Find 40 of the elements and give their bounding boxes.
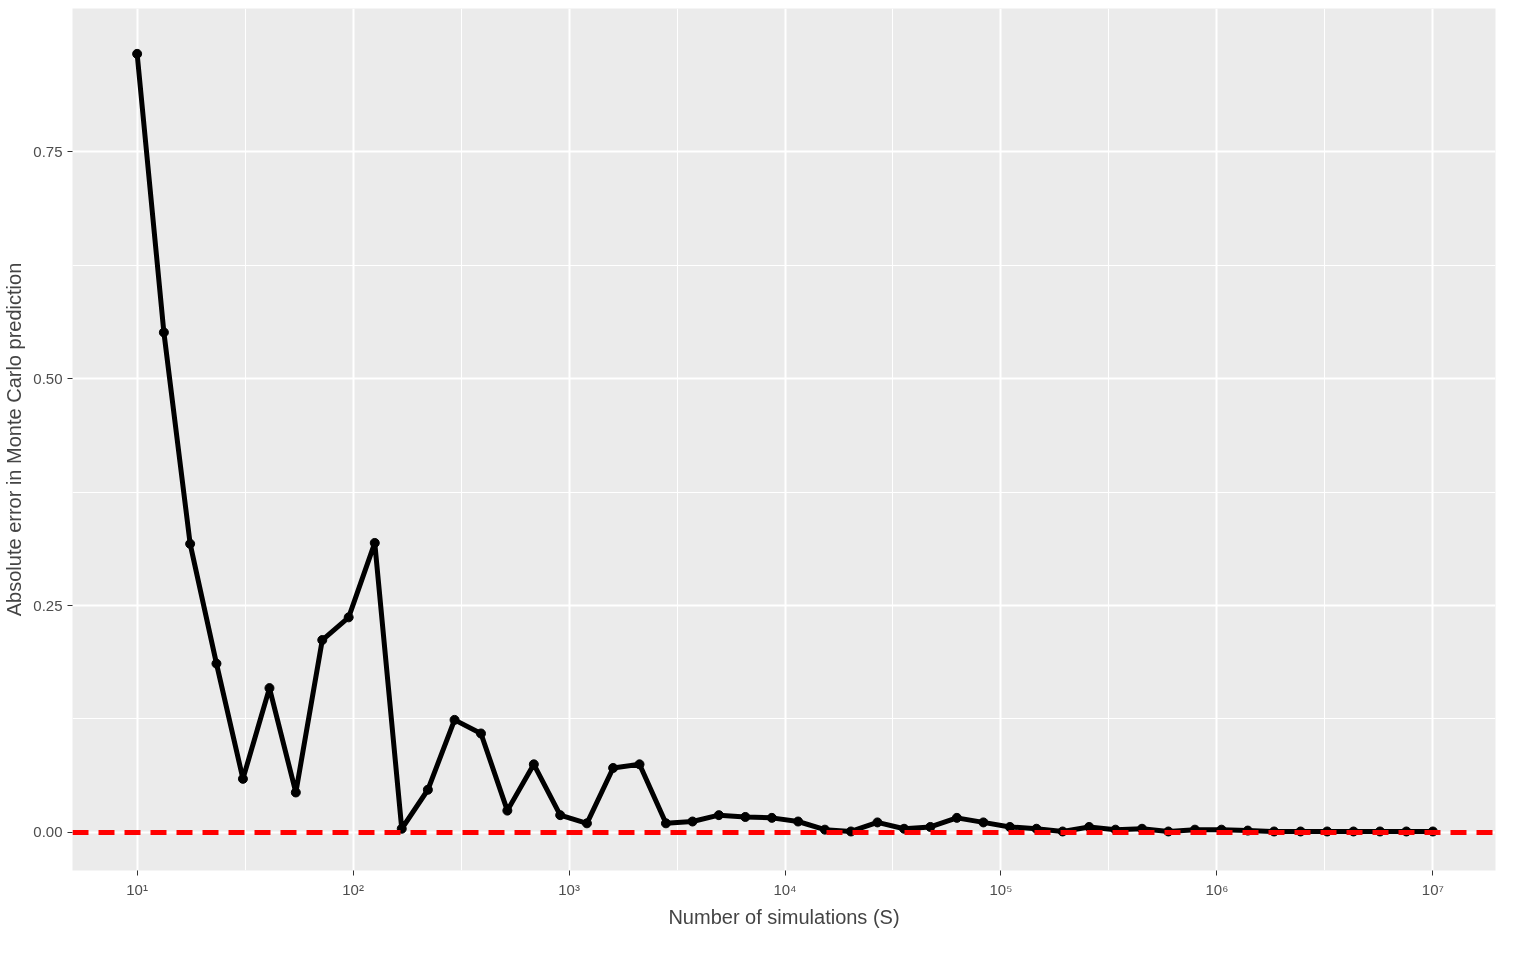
x-tick-label: 10⁴ [773, 880, 797, 898]
y-tick-label: 0.50 [33, 369, 63, 387]
x-tick-label: 10⁵ [989, 880, 1013, 898]
point [608, 762, 619, 773]
y-tick-label: 0.00 [33, 823, 63, 841]
point [158, 327, 169, 338]
point [819, 824, 830, 835]
point [475, 728, 486, 739]
point [766, 812, 777, 823]
point [793, 816, 804, 827]
x-tick-label: 10² [342, 880, 364, 898]
y-tick-label: 0.75 [33, 142, 63, 160]
x-tick-label: 10¹ [126, 880, 148, 898]
point [132, 48, 143, 59]
point [713, 810, 724, 821]
y-tick-label: 0.25 [33, 596, 63, 614]
point [634, 759, 645, 770]
point [581, 818, 592, 829]
point [951, 812, 962, 823]
x-tick-label: 10⁶ [1205, 880, 1229, 898]
point [925, 821, 936, 832]
point [422, 784, 433, 795]
point [687, 816, 698, 827]
point [317, 635, 328, 646]
point [978, 817, 989, 828]
point [660, 818, 671, 829]
point [185, 538, 196, 549]
x-tick-label: 10³ [558, 880, 580, 898]
x-tick-label: 10⁷ [1421, 880, 1444, 898]
point [343, 612, 354, 623]
point [449, 714, 460, 725]
point [740, 811, 751, 822]
point [1004, 821, 1015, 832]
x-axis-title: Number of simulations (S) [668, 905, 900, 928]
point [1084, 821, 1095, 832]
point [211, 658, 222, 669]
y-axis-title: Absolute error in Monte Carlo prediction [3, 262, 26, 617]
point [369, 537, 380, 548]
point [872, 817, 883, 828]
point [555, 810, 566, 821]
